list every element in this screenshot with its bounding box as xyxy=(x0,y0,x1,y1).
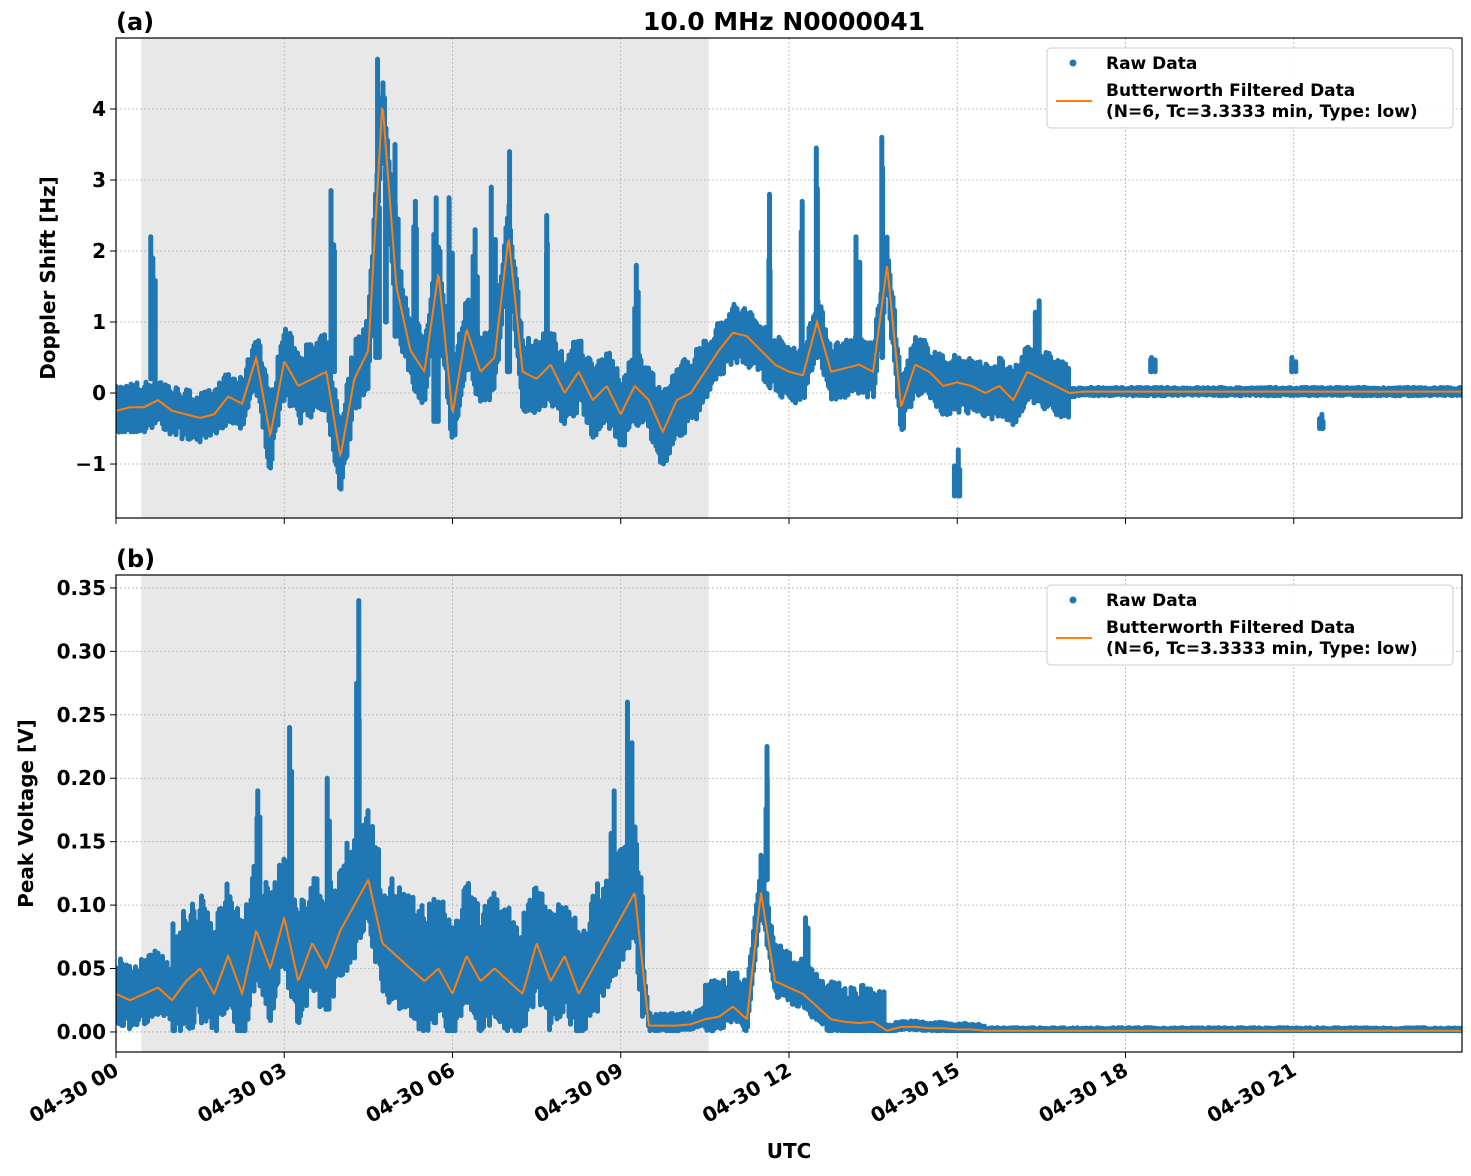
legend-box xyxy=(1046,47,1454,129)
legend-filtered-params: (N=6, Tc=3.3333 min, Type: low) xyxy=(1106,102,1418,122)
axes-frame xyxy=(115,37,1463,519)
x-tick-label: 04-30 12 xyxy=(698,1058,796,1128)
y-tick-label: 0.20 xyxy=(57,766,106,790)
legend-filtered-label: Butterworth Filtered Data xyxy=(1106,618,1355,638)
y-axis-label: Doppler Shift [Hz] xyxy=(36,176,60,380)
x-tick-label: 04-30 15 xyxy=(866,1058,964,1128)
x-tick-label: 04-30 21 xyxy=(1203,1058,1301,1128)
y-tick-label: 0.35 xyxy=(57,576,106,600)
y-tick-label: 0.00 xyxy=(57,1020,106,1044)
legend-box xyxy=(1046,584,1454,666)
filtered-line xyxy=(116,878,1462,1032)
legend-filtered-label: Butterworth Filtered Data xyxy=(1106,81,1355,101)
x-tick-label: 04-30 06 xyxy=(361,1058,459,1128)
raw-data-series xyxy=(116,56,1462,499)
x-tick-label: 04-30 18 xyxy=(1034,1058,1132,1128)
y-tick-label: 0 xyxy=(92,381,106,405)
panel-label: (a) xyxy=(116,8,154,36)
legend: Raw Data Butterworth Filtered Data(N=6, T… xyxy=(1046,584,1454,666)
panel-a: −1 0 1 2 3 4 (a) Doppler Shift [Hz] Raw Data Butt… xyxy=(36,8,1463,524)
y-tick-label: 0.15 xyxy=(57,830,106,854)
y-axis-label: Peak Voltage [V] xyxy=(14,719,38,908)
legend-raw-marker xyxy=(1069,596,1077,604)
y-tick-label: 0.30 xyxy=(57,639,106,663)
x-axis-label: UTC xyxy=(767,1139,812,1163)
axes-frame xyxy=(115,574,1463,1053)
panel-label: (b) xyxy=(116,545,155,573)
figure-title: 10.0 MHz N0000041 xyxy=(643,7,925,36)
y-tick-label: 3 xyxy=(92,168,106,192)
y-tick-label: −1 xyxy=(75,452,106,476)
x-tick-label: 04-30 09 xyxy=(530,1058,628,1128)
y-tick-label: 4 xyxy=(92,97,106,121)
legend: Raw Data Butterworth Filtered Data(N=6, T… xyxy=(1046,47,1454,129)
panel-b: 0.00 0.05 0.10 0.15 0.20 0.25 0.30 0.35 (b) Peak … xyxy=(14,545,1463,1128)
x-tick-label: 04-30 00 xyxy=(25,1058,123,1128)
legend-raw-label: Raw Data xyxy=(1106,591,1197,611)
legend-raw-marker xyxy=(1069,59,1077,67)
y-tick-label: 0.10 xyxy=(57,893,106,917)
legend-raw-label: Raw Data xyxy=(1106,54,1197,74)
filtered-line xyxy=(116,106,1462,458)
y-tick-label: 0.05 xyxy=(57,957,106,981)
y-tick-label: 2 xyxy=(92,239,106,263)
x-tick-label: 04-30 03 xyxy=(193,1058,291,1128)
y-tick-label: 1 xyxy=(92,310,106,334)
y-tick-label: 0.25 xyxy=(57,703,106,727)
legend-filtered-params: (N=6, Tc=3.3333 min, Type: low) xyxy=(1106,639,1418,659)
